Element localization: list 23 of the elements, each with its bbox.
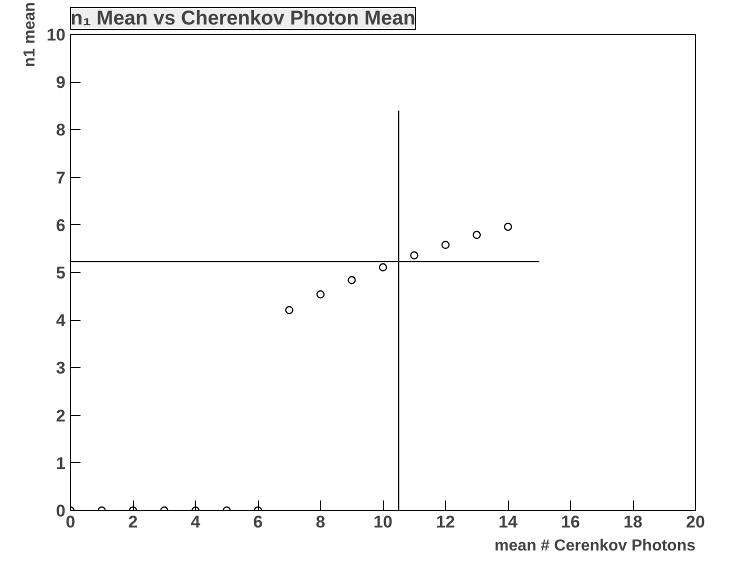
x-tick-label: 4	[190, 512, 201, 532]
y-tick-label: 10	[46, 26, 66, 44]
y-tick-label: 5	[56, 264, 66, 282]
y-tick-label: 6	[56, 216, 66, 235]
x-axis-title: mean # Cerenkov Photons	[494, 538, 696, 554]
x-tick-label: 10	[374, 512, 392, 532]
y-tick-label: 3	[56, 358, 66, 378]
y-tick-label: 1	[56, 454, 66, 473]
x-tick-label: 14	[498, 512, 518, 532]
y-tick-label: 8	[56, 120, 66, 140]
x-tick-label: 2	[128, 512, 138, 532]
x-tick-label: 16	[561, 512, 580, 532]
y-tick-label: 2	[56, 406, 66, 426]
y-tick-label: 9	[56, 73, 66, 92]
chart-title: n₁ Mean vs Cherenkov Photon Mean	[70, 8, 416, 30]
x-tick-label: 20	[686, 512, 705, 532]
y-tick-label: 7	[56, 168, 66, 188]
y-tick-label: 4	[56, 311, 66, 330]
x-tick-label: 6	[253, 512, 263, 532]
x-tick-label: 8	[316, 512, 326, 532]
x-tick-label: 18	[624, 512, 642, 532]
y-axis-title: n1 mean	[22, 2, 39, 67]
x-tick-label: 12	[436, 512, 455, 532]
